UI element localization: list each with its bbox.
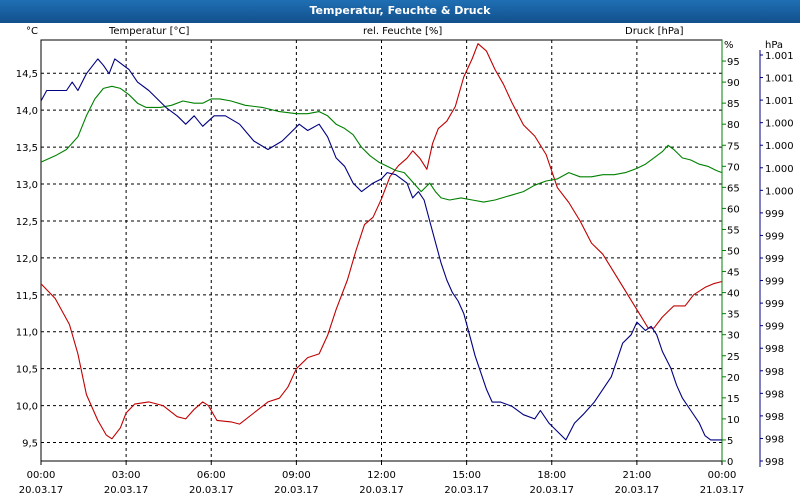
pressure-tick-label: 1.000 <box>765 119 794 130</box>
x-tick-time: 18:00 <box>537 470 566 481</box>
humidity-tick-label: 50 <box>727 247 740 258</box>
axes: 9,5 10,0 10,5 11,0 11,5 12,0 12,5 13,0 13,5 14,0 1… <box>16 40 794 496</box>
humidity-tick-label: 35 <box>727 310 740 321</box>
humidity-axis-title: rel. Feuchte [%] <box>363 26 443 37</box>
pressure-unit-label: hPa <box>765 40 784 51</box>
temperature-tick-label: 14,0 <box>16 106 38 117</box>
humidity-tick-label: 85 <box>727 99 740 110</box>
chart-area: °C Temperatur [°C] rel. Feuchte [%] Druc… <box>0 23 800 500</box>
x-tick-date: 20.03.17 <box>444 485 489 496</box>
x-tick-date: 20.03.17 <box>189 485 234 496</box>
series-line-temperatur <box>40 43 723 440</box>
series-lines <box>40 43 723 441</box>
x-tick-date: 20.03.17 <box>104 485 149 496</box>
pressure-tick-label: 1.001 <box>765 96 794 107</box>
humidity-tick-label: 10 <box>727 415 740 426</box>
humidity-tick-label: 25 <box>727 352 740 363</box>
pressure-tick-label: 999 <box>765 277 784 288</box>
humidity-tick-label: 15 <box>727 394 740 405</box>
window-title: Temperatur, Feuchte & Druck <box>0 0 800 24</box>
pressure-tick-label: 1.001 <box>765 51 794 62</box>
x-tick-date: 20.03.17 <box>359 485 404 496</box>
series-line-druck <box>40 58 722 441</box>
humidity-tick-label: 80 <box>727 120 740 131</box>
temperature-tick-label: 12,5 <box>16 217 38 228</box>
temperature-tick-label: 13,0 <box>16 180 38 191</box>
x-tick-date: 20.03.17 <box>529 485 574 496</box>
temperature-tick-label: 13,5 <box>16 143 38 154</box>
pressure-tick-label: 998 <box>765 389 784 400</box>
x-tick-date: 20.03.17 <box>274 485 319 496</box>
line-chart: 9,5 10,0 10,5 11,0 11,5 12,0 12,5 13,0 13,5 14,0 1… <box>16 39 794 496</box>
pressure-tick-label: 1.001 <box>765 74 794 85</box>
pressure-tick-label: 998 <box>765 457 784 468</box>
temperature-tick-label: 11,5 <box>16 291 38 302</box>
x-tick-time: 00:00 <box>27 470 56 481</box>
x-tick-time: 00:00 <box>708 470 737 481</box>
humidity-tick-label: 75 <box>727 141 740 152</box>
pressure-tick-label: 999 <box>765 209 784 220</box>
x-tick-time: 03:00 <box>112 470 141 481</box>
pressure-tick-label: 998 <box>765 412 784 423</box>
humidity-tick-label: 0 <box>727 457 733 468</box>
pressure-tick-label: 998 <box>765 434 784 445</box>
humidity-tick-label: 65 <box>727 183 740 194</box>
pressure-tick-label: 998 <box>765 344 784 355</box>
pressure-tick-label: 1.000 <box>765 141 794 152</box>
temperature-tick-label: 10,0 <box>16 402 38 413</box>
humidity-unit-label: % <box>724 40 734 51</box>
pressure-tick-label: 998 <box>765 367 784 378</box>
pressure-tick-label: 999 <box>765 322 784 333</box>
x-tick-date: 21.03.17 <box>700 485 745 496</box>
humidity-tick-label: 5 <box>727 436 733 447</box>
temperature-tick-label: 9,5 <box>22 439 38 450</box>
temperature-axis-title: Temperatur [°C] <box>109 26 190 37</box>
pressure-tick-label: 999 <box>765 231 784 242</box>
pressure-tick-label: 1.000 <box>765 164 794 175</box>
pressure-tick-label: 999 <box>765 299 784 310</box>
humidity-tick-label: 70 <box>727 162 740 173</box>
humidity-tick-label: 55 <box>727 225 740 236</box>
x-tick-time: 12:00 <box>367 470 396 481</box>
humidity-tick-label: 20 <box>727 373 740 384</box>
series-line-rel-feuchte <box>40 85 723 203</box>
x-tick-time: 09:00 <box>282 470 311 481</box>
pressure-tick-label: 1.000 <box>765 186 794 197</box>
humidity-tick-label: 60 <box>727 204 740 215</box>
temperature-tick-label: 10,5 <box>16 365 38 376</box>
temperature-tick-label: 12,0 <box>16 254 38 265</box>
gridlines <box>41 40 722 461</box>
temperature-tick-label: 14,5 <box>16 69 38 80</box>
temperature-unit-label: °C <box>26 26 38 37</box>
humidity-tick-label: 95 <box>727 57 740 68</box>
x-tick-time: 15:00 <box>452 470 481 481</box>
temperature-tick-label: 11,0 <box>16 328 38 339</box>
humidity-tick-label: 90 <box>727 78 740 89</box>
x-tick-date: 20.03.17 <box>615 485 660 496</box>
humidity-tick-label: 40 <box>727 289 740 300</box>
x-tick-time: 06:00 <box>197 470 226 481</box>
humidity-tick-label: 30 <box>727 331 740 342</box>
pressure-tick-label: 999 <box>765 254 784 265</box>
x-tick-date: 20.03.17 <box>19 485 64 496</box>
humidity-tick-label: 45 <box>727 268 740 279</box>
x-tick-time: 21:00 <box>622 470 651 481</box>
pressure-axis-title: Druck [hPa] <box>625 26 684 37</box>
